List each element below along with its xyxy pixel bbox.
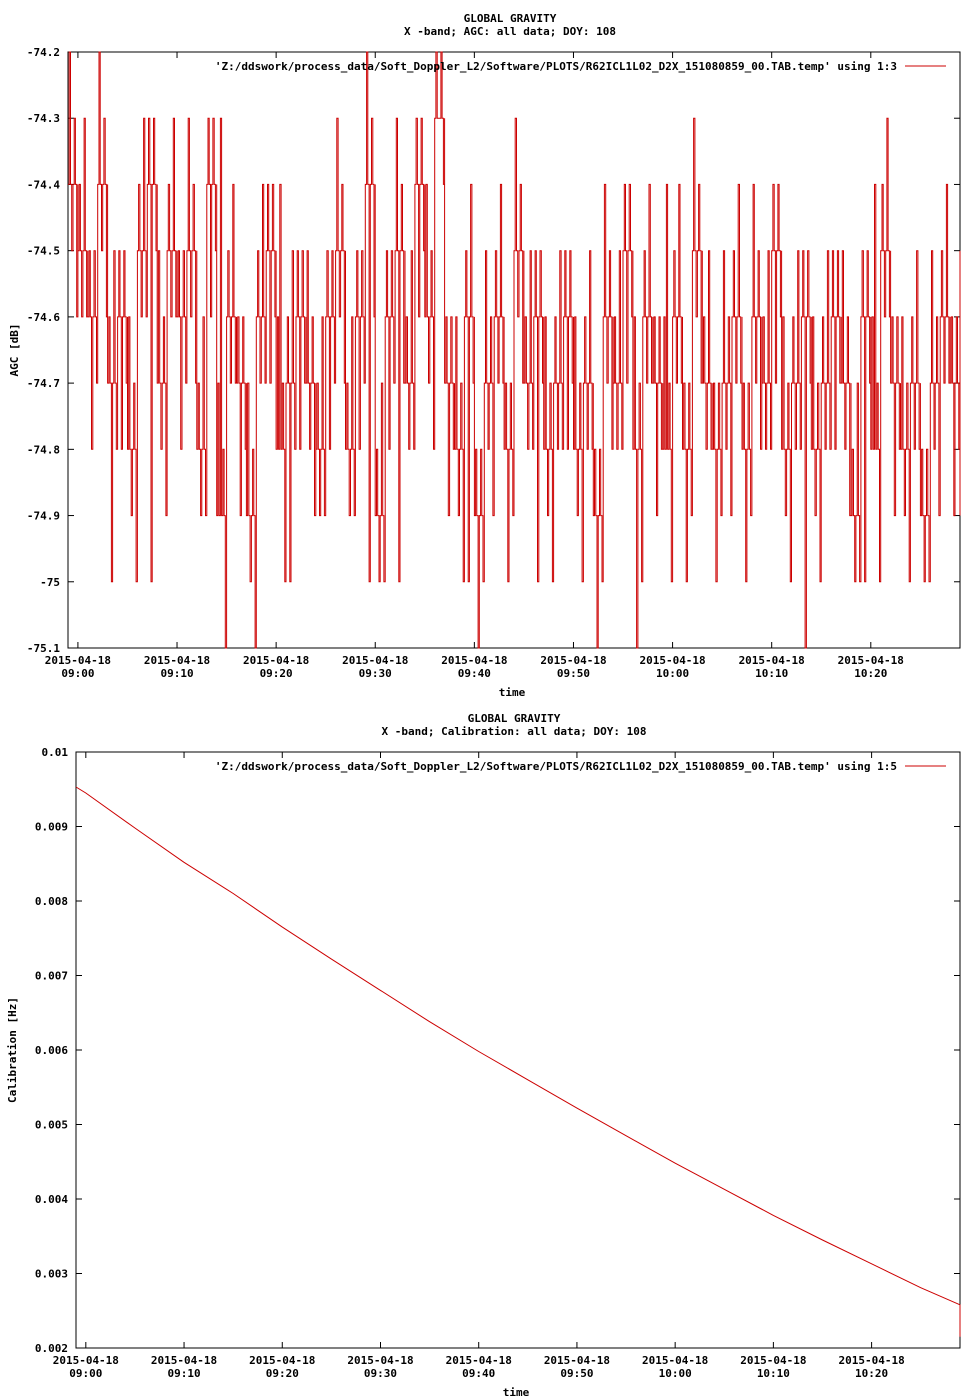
calibration-x-tick-time: 09:30 xyxy=(364,1367,397,1380)
calibration-y-tick-label: 0.005 xyxy=(35,1119,68,1132)
agc-y-tick-label: -74.5 xyxy=(27,245,60,258)
calibration-x-tick-date: 2015-04-18 xyxy=(446,1354,512,1367)
agc-x-tick-time: 09:30 xyxy=(359,667,392,680)
agc-legend-label: 'Z:/ddswork/process_data/Soft_Doppler_L2… xyxy=(215,60,897,73)
agc-x-tick-time: 09:00 xyxy=(61,667,94,680)
agc-x-tick-time: 09:10 xyxy=(160,667,193,680)
calibration-x-tick-time: 09:00 xyxy=(69,1367,102,1380)
agc-x-tick-time: 09:40 xyxy=(458,667,491,680)
agc-y-tick-label: -75.1 xyxy=(27,642,60,655)
calibration-plot-frame xyxy=(75,751,961,1349)
agc-x-tick-date: 2015-04-18 xyxy=(342,654,408,667)
agc-x-axis-label: time xyxy=(499,686,526,699)
calibration-x-tick-time: 09:50 xyxy=(560,1367,593,1380)
agc-x-tick-date: 2015-04-18 xyxy=(144,654,210,667)
agc-y-tick-label: -74.3 xyxy=(27,112,60,125)
agc-x-tick-time: 10:20 xyxy=(854,667,887,680)
agc-x-tick-date: 2015-04-18 xyxy=(243,654,309,667)
agc-y-tick-label: -75 xyxy=(40,576,60,589)
calibration-y-tick-label: 0.009 xyxy=(35,821,68,834)
agc-x-tick-date: 2015-04-18 xyxy=(639,654,705,667)
calibration-x-tick-time: 10:10 xyxy=(757,1367,790,1380)
calibration-x-tick-time: 09:10 xyxy=(167,1367,200,1380)
calibration-y-tick-label: 0.006 xyxy=(35,1044,68,1057)
calibration-chart-title: GLOBAL GRAVITY xyxy=(468,712,561,725)
agc-x-tick-date: 2015-04-18 xyxy=(540,654,606,667)
calibration-x-tick-date: 2015-04-18 xyxy=(151,1354,217,1367)
calibration-y-tick-label: 0.01 xyxy=(42,746,69,759)
calibration-x-tick-date: 2015-04-18 xyxy=(642,1354,708,1367)
calibration-x-axis-label: time xyxy=(503,1386,530,1399)
agc-x-tick-date: 2015-04-18 xyxy=(838,654,904,667)
calibration-x-tick-date: 2015-04-18 xyxy=(544,1354,610,1367)
calibration-x-tick-date: 2015-04-18 xyxy=(249,1354,315,1367)
agc-y-tick-label: -74.9 xyxy=(27,510,60,523)
agc-series-line xyxy=(68,51,961,649)
calibration-y-tick-label: 0.004 xyxy=(35,1193,68,1206)
calibration-x-tick-time: 10:00 xyxy=(659,1367,692,1380)
agc-x-tick-time: 10:00 xyxy=(656,667,689,680)
calibration-y-tick-label: 0.003 xyxy=(35,1268,68,1281)
calibration-x-tick-time: 10:20 xyxy=(855,1367,888,1380)
calibration-chart-subtitle: X -band; Calibration: all data; DOY: 108 xyxy=(382,725,647,738)
agc-x-tick-time: 10:10 xyxy=(755,667,788,680)
agc-x-tick-date: 2015-04-18 xyxy=(739,654,805,667)
agc-x-tick-time: 09:50 xyxy=(557,667,590,680)
calibration-y-axis: 0.01 0.009 0.008 0.007 0.006 0.005 0.004 0.003 0… xyxy=(35,746,960,1355)
agc-y-tick-label: -74.6 xyxy=(27,311,60,324)
agc-y-axis-label: AGC [dB] xyxy=(8,324,21,377)
calibration-x-tick-date: 2015-04-18 xyxy=(740,1354,806,1367)
calibration-y-axis-label: Calibration [Hz] xyxy=(6,997,19,1103)
calibration-x-tick-date: 2015-04-18 xyxy=(53,1354,119,1367)
agc-x-axis: 2015-04-1809:002015-04-1809:102015-04-18… xyxy=(45,52,904,680)
agc-y-tick-label: -74.7 xyxy=(27,377,60,390)
agc-chart-panel: GLOBAL GRAVITY X -band; AGC: all data; D… xyxy=(8,12,961,699)
agc-x-tick-date: 2015-04-18 xyxy=(441,654,507,667)
calibration-chart-panel: GLOBAL GRAVITY X -band; Calibration: all… xyxy=(6,712,961,1399)
calibration-legend-label: 'Z:/ddswork/process_data/Soft_Doppler_L2… xyxy=(215,760,897,773)
calibration-x-tick-time: 09:40 xyxy=(462,1367,495,1380)
calibration-y-tick-label: 0.008 xyxy=(35,895,68,908)
agc-x-tick-time: 09:20 xyxy=(260,667,293,680)
agc-x-tick-date: 2015-04-18 xyxy=(45,654,111,667)
calibration-x-axis: 2015-04-1809:002015-04-1809:102015-04-18… xyxy=(53,752,905,1380)
calibration-series-line xyxy=(75,786,961,1337)
calibration-x-tick-time: 09:20 xyxy=(266,1367,299,1380)
agc-y-tick-label: -74.2 xyxy=(27,46,60,59)
calibration-y-tick-label: 0.007 xyxy=(35,970,68,983)
calibration-x-tick-date: 2015-04-18 xyxy=(838,1354,904,1367)
calibration-y-tick-label: 0.002 xyxy=(35,1342,68,1355)
calibration-x-tick-date: 2015-04-18 xyxy=(347,1354,413,1367)
agc-y-tick-label: -74.4 xyxy=(27,178,60,191)
agc-y-axis: -74.2 -74.3 -74.4 -74.5 -74.6 -74.7 -74.8 -74.9… xyxy=(27,46,960,655)
agc-chart-title: GLOBAL GRAVITY xyxy=(464,12,557,25)
agc-y-tick-label: -74.8 xyxy=(27,443,60,456)
agc-chart-subtitle: X -band; AGC: all data; DOY: 108 xyxy=(404,25,616,38)
